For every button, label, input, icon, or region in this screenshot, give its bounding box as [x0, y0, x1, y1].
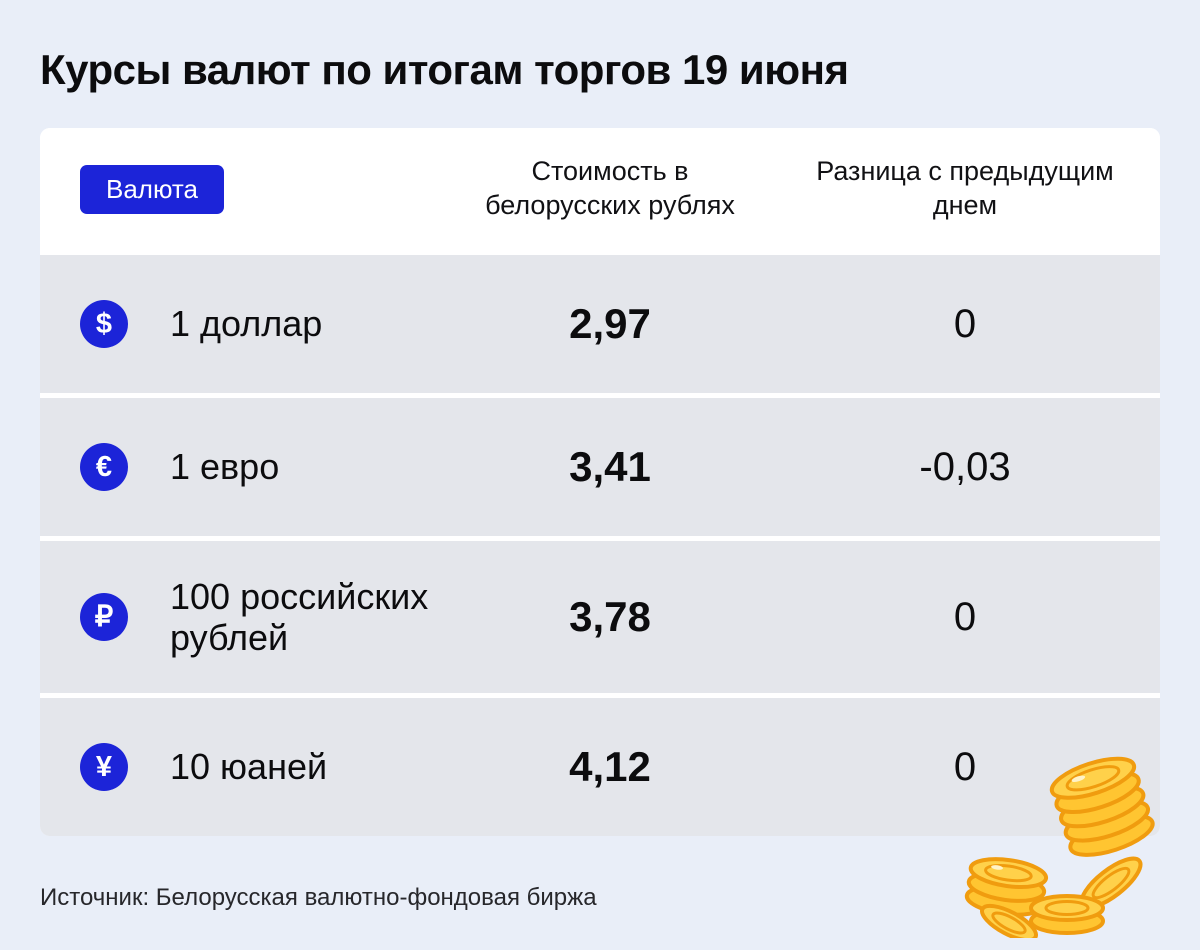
- currency-name: 1 евро: [170, 446, 280, 488]
- currency-column-badge: Валюта: [80, 164, 224, 214]
- currency-value: 3,41: [569, 443, 651, 490]
- table-row: $ 1 доллар 2,97 0: [40, 255, 1160, 393]
- currency-rates-table: Валюта Стоимость в белорусских рублях Ра…: [40, 128, 1160, 836]
- dollar-icon: $: [80, 300, 128, 348]
- dollar-symbol: $: [95, 307, 113, 340]
- currency-diff: 0: [953, 301, 977, 346]
- ruble-symbol: ₽: [94, 600, 114, 633]
- currency-value: 3,78: [569, 593, 651, 640]
- gold-coins-illustration: [964, 756, 1155, 938]
- table-row: ₽ 100 российских рублей 3,78 0: [40, 541, 1160, 693]
- currency-name: 100 российских рублей: [170, 575, 429, 658]
- currency-value: 4,12: [569, 743, 651, 790]
- yuan-symbol: ¥: [95, 750, 113, 783]
- page-title: Курсы валют по итогам торгов 19 июня: [40, 46, 849, 93]
- source-caption: Источник: Белорусская валютно-фондовая б…: [40, 884, 597, 911]
- value-column-header: Стоимость в белорусских рублях: [485, 156, 735, 220]
- currency-name: 1 доллар: [170, 303, 323, 345]
- currency-value: 2,97: [569, 300, 651, 347]
- currency-diff: -0,03: [919, 444, 1011, 489]
- ruble-icon: ₽: [80, 593, 128, 641]
- currency-diff: 0: [953, 594, 977, 639]
- euro-icon: €: [80, 443, 128, 491]
- currency-diff: 0: [953, 744, 977, 789]
- diff-column-header: Разница с предыдущим днем: [816, 156, 1114, 220]
- yuan-icon: ¥: [80, 743, 128, 791]
- euro-symbol: €: [95, 450, 113, 483]
- table-row: € 1 евро 3,41 -0,03: [40, 398, 1160, 536]
- currency-name: 10 юаней: [170, 746, 328, 788]
- table-header-row: Валюта Стоимость в белорусских рублях Ра…: [40, 128, 1160, 250]
- table-row: ¥ 10 юаней 4,12 0: [40, 698, 1160, 836]
